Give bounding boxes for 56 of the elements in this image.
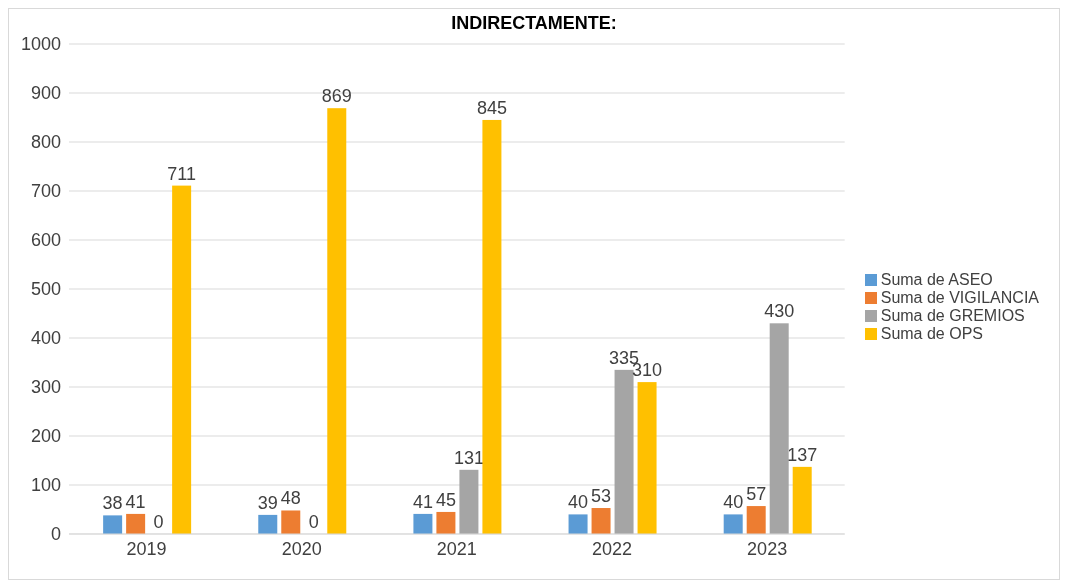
legend-label: Suma de ASEO xyxy=(880,270,993,288)
legend-label: Suma de OPS xyxy=(880,324,983,342)
bar xyxy=(327,108,347,534)
y-tick-label: 900 xyxy=(30,83,61,104)
data-label: 137 xyxy=(787,444,818,465)
data-label: 45 xyxy=(435,489,456,510)
bar xyxy=(103,515,123,534)
legend-label: Suma de GREMIOS xyxy=(880,306,1025,324)
y-tick-label: 200 xyxy=(30,426,61,447)
y-tick-label: 300 xyxy=(30,377,61,398)
bar xyxy=(637,382,657,534)
bar xyxy=(126,513,146,534)
data-label: 40 xyxy=(723,492,744,513)
data-label: 48 xyxy=(280,488,301,509)
data-label: 0 xyxy=(308,512,319,532)
y-tick-label: 400 xyxy=(30,328,61,349)
bar xyxy=(459,469,479,534)
y-tick-label: 0 xyxy=(50,524,61,545)
y-tick-label: 600 xyxy=(30,230,61,251)
bar xyxy=(436,511,456,534)
bar xyxy=(482,119,502,534)
data-label: 869 xyxy=(321,86,352,107)
data-label: 57 xyxy=(746,484,767,505)
y-tick-label: 800 xyxy=(30,132,61,153)
bar xyxy=(568,514,588,534)
y-tick-label: 500 xyxy=(30,279,61,300)
x-tick-label: 2022 xyxy=(591,538,633,559)
data-label: 40 xyxy=(568,492,589,513)
chart-title: INDIRECTAMENTE: xyxy=(450,12,618,34)
data-label: 39 xyxy=(257,492,278,513)
x-tick-label: 2021 xyxy=(436,538,477,559)
bar xyxy=(614,369,634,534)
bar xyxy=(172,185,192,534)
bar xyxy=(746,506,766,534)
bar xyxy=(792,466,812,534)
data-label: 0 xyxy=(153,512,164,532)
y-tick-label: 1000 xyxy=(20,34,61,55)
bar xyxy=(281,510,301,534)
x-tick-label: 2023 xyxy=(747,538,788,559)
x-tick-label: 2019 xyxy=(126,538,167,559)
data-label: 711 xyxy=(167,163,196,184)
y-tick-label: 700 xyxy=(30,181,61,202)
legend-label: Suma de VIGILANCIA xyxy=(880,288,1039,306)
bar xyxy=(769,323,789,534)
data-label: 41 xyxy=(125,491,146,512)
bar xyxy=(258,514,278,534)
data-label: 38 xyxy=(102,493,123,514)
data-label: 41 xyxy=(412,491,433,512)
y-tick-label: 100 xyxy=(30,475,61,496)
data-label: 53 xyxy=(591,486,612,507)
bar xyxy=(413,513,433,534)
bar xyxy=(723,514,743,534)
x-tick-label: 2020 xyxy=(281,538,322,559)
bar xyxy=(591,508,611,534)
data-label: 845 xyxy=(476,97,507,118)
data-label: 430 xyxy=(764,301,795,322)
